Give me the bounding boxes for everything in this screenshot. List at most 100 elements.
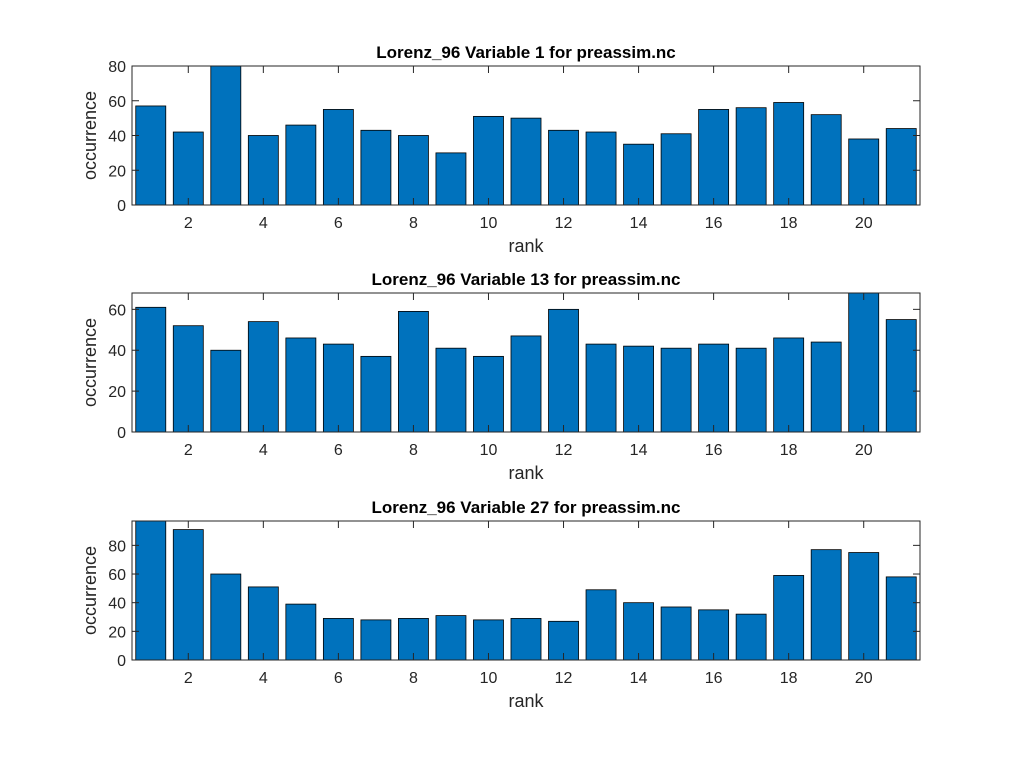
bar-rank-3 xyxy=(210,349,242,433)
bar-rank-9 xyxy=(435,152,467,206)
bar-rank-11 xyxy=(510,335,542,433)
bar-rank-10 xyxy=(473,355,504,433)
x-tick-label: 12 xyxy=(555,442,573,459)
x-tick-label: 16 xyxy=(705,442,723,459)
bar-rank-14 xyxy=(623,602,654,661)
y-tick-label: 80 xyxy=(108,538,126,555)
x-tick-label: 8 xyxy=(409,670,418,687)
y-tick-label: 20 xyxy=(108,384,126,401)
bar-rank-1 xyxy=(135,105,167,206)
x-tick-label: 16 xyxy=(705,215,723,232)
y-tick-label: 40 xyxy=(108,596,126,613)
bar-rank-6 xyxy=(322,109,354,206)
bar-rank-13 xyxy=(585,589,617,661)
bar-rank-12 xyxy=(548,129,579,206)
x-tick-label: 10 xyxy=(480,670,498,687)
chart-panel-2: 2 4 6 8 10 12 14 16 18 20 0 20 40 60 Lorenz_96 Variabl… xyxy=(80,270,921,483)
x-tick-label: 4 xyxy=(259,442,268,459)
x-axis-label: rank xyxy=(508,463,544,483)
bar-rank-20 xyxy=(848,552,880,661)
y-tick-label: 0 xyxy=(117,198,126,215)
x-tick-label: 18 xyxy=(780,670,798,687)
bar-rank-21 xyxy=(885,319,917,433)
x-axis-label: rank xyxy=(508,236,544,256)
bar-rank-9 xyxy=(435,615,467,661)
y-tick-label: 80 xyxy=(108,59,126,76)
bar-rank-8 xyxy=(398,310,429,433)
bar-rank-11 xyxy=(510,618,542,661)
y-axis-label: occurrence xyxy=(80,546,100,635)
bar-rank-20 xyxy=(848,138,880,206)
x-tick-label: 4 xyxy=(259,670,268,687)
y-axis-label: occurrence xyxy=(80,318,100,407)
bar-rank-2 xyxy=(172,131,204,206)
bar-rank-16 xyxy=(698,109,730,206)
bar-rank-7 xyxy=(360,355,392,433)
y-tick-label: 20 xyxy=(108,624,126,641)
bar-rank-1 xyxy=(135,520,167,661)
chart-title: Lorenz_96 Variable 13 for preassim.nc xyxy=(372,270,681,289)
y-tick-label: 0 xyxy=(117,653,126,670)
bar-rank-3 xyxy=(210,573,242,661)
bar-rank-19 xyxy=(810,341,842,433)
x-tick-label: 14 xyxy=(630,442,648,459)
bar-rank-10 xyxy=(473,115,504,206)
bar-rank-18 xyxy=(773,102,805,206)
bar-rank-7 xyxy=(360,129,392,206)
bar-rank-14 xyxy=(623,345,654,433)
x-tick-label: 10 xyxy=(480,442,498,459)
x-tick-label: 8 xyxy=(409,215,418,232)
bar-rank-1 xyxy=(135,306,167,433)
bar-rank-16 xyxy=(698,343,730,433)
bar-rank-19 xyxy=(810,549,842,661)
x-tick-label: 14 xyxy=(630,215,648,232)
bar-rank-2 xyxy=(172,529,204,661)
y-tick-label: 60 xyxy=(108,302,126,319)
bar-rank-21 xyxy=(885,128,917,206)
x-tick-label: 18 xyxy=(780,215,798,232)
bar-rank-5 xyxy=(285,337,317,433)
x-tick-label: 4 xyxy=(259,215,268,232)
bar-rank-19 xyxy=(810,114,842,206)
bar-rank-4 xyxy=(247,586,279,661)
bar-rank-21 xyxy=(885,576,917,661)
bar-rank-16 xyxy=(698,609,730,661)
chart-panel-3: 2 4 6 8 10 12 14 16 18 20 0 20 40 60 80 Lorenz_96 Varia… xyxy=(80,498,921,711)
x-tick-label: 18 xyxy=(780,442,798,459)
y-axis-label: occurrence xyxy=(80,91,100,180)
bar-rank-4 xyxy=(247,321,279,433)
bar-rank-13 xyxy=(585,131,617,206)
x-tick-label: 16 xyxy=(705,670,723,687)
axes-box xyxy=(131,520,921,661)
y-tick-label: 60 xyxy=(108,94,126,111)
x-tick-label: 6 xyxy=(334,215,343,232)
x-tick-label: 10 xyxy=(480,215,498,232)
bar-rank-6 xyxy=(322,343,354,433)
bar-rank-5 xyxy=(285,603,317,661)
x-tick-label: 8 xyxy=(409,442,418,459)
x-tick-label: 20 xyxy=(855,215,873,232)
bar-rank-7 xyxy=(360,619,392,661)
bar-rank-15 xyxy=(660,133,692,206)
bar-rank-17 xyxy=(735,347,767,433)
x-tick-label: 12 xyxy=(555,215,573,232)
y-tick-label: 60 xyxy=(108,567,126,584)
bar-rank-5 xyxy=(285,124,317,206)
bar-rank-18 xyxy=(773,575,805,661)
bar-rank-12 xyxy=(548,308,579,433)
x-tick-label: 12 xyxy=(555,670,573,687)
bar-rank-20 xyxy=(848,292,880,433)
bar-rank-13 xyxy=(585,343,617,433)
bar-rank-2 xyxy=(172,325,204,433)
bar-rank-17 xyxy=(735,613,767,661)
bar-rank-8 xyxy=(398,135,429,206)
y-tick-label: 0 xyxy=(117,425,126,442)
bar-rank-15 xyxy=(660,347,692,433)
x-tick-label: 20 xyxy=(855,670,873,687)
x-tick-label: 20 xyxy=(855,442,873,459)
bar-rank-9 xyxy=(435,347,467,433)
bar-rank-18 xyxy=(773,337,805,433)
chart-title: Lorenz_96 Variable 1 for preassim.nc xyxy=(376,43,676,62)
x-tick-label: 14 xyxy=(630,670,648,687)
